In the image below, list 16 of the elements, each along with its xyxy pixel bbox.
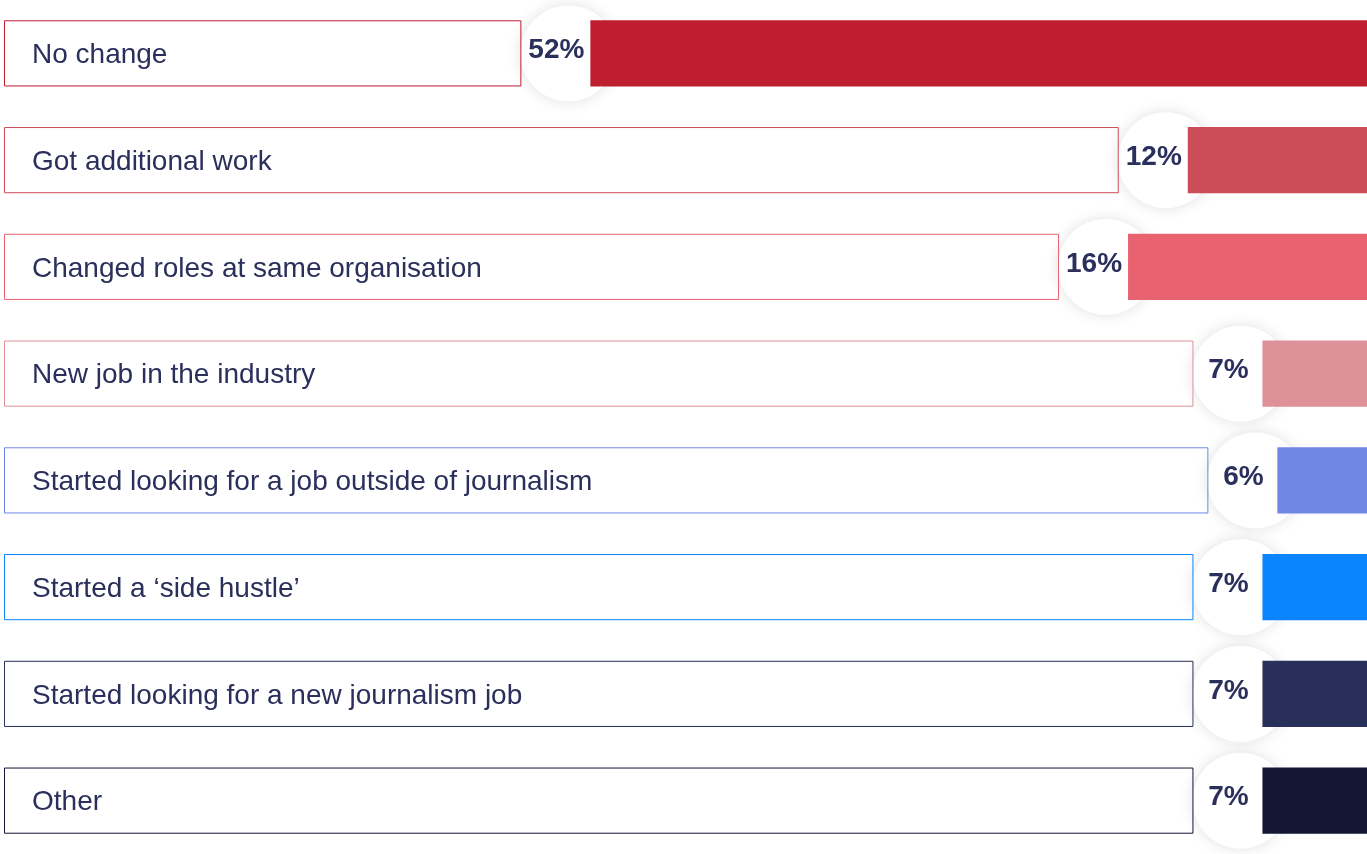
data-label: 7% [1208,353,1249,385]
data-label: 7% [1208,673,1249,705]
y-tick-label: Started looking for a job outside of journalism [32,465,593,497]
y-tick-label: Got additional work [32,144,273,176]
data-label: 12% [1125,139,1182,171]
y-tick-label: Other [32,785,103,817]
data-label: 6% [1223,460,1264,492]
data-label: 16% [1066,246,1123,278]
y-tick-label: New job in the industry [32,358,316,390]
y-tick-label: No change [32,38,168,70]
data-label: 7% [1208,566,1249,598]
y-tick-label: Changed roles at same organisation [32,251,482,283]
y-tick-label: Started looking for a new journalism job [32,678,523,710]
y-tick-label: Started a ‘side hustle’ [32,571,300,603]
data-label: 7% [1208,780,1249,812]
data-label: 52% [528,33,585,65]
